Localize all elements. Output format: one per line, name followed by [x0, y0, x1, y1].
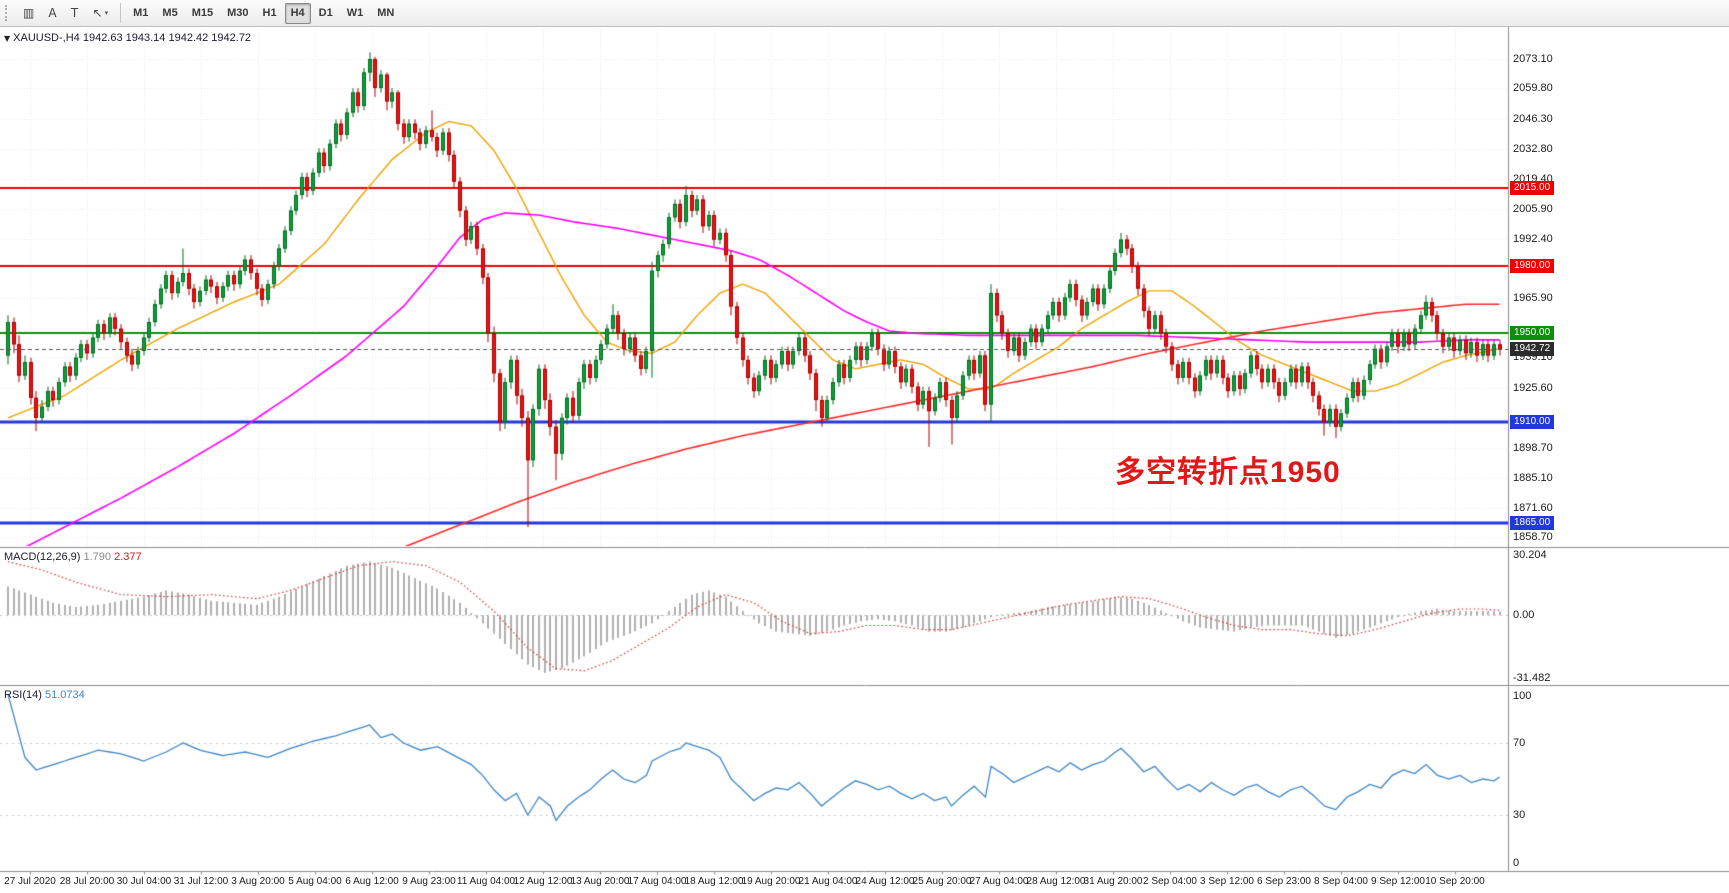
date-label: 28 Jul 20:00	[59, 876, 115, 887]
date-label: 27 Jul 2020	[4, 876, 56, 887]
price-axis-label: 2032.80	[1513, 142, 1553, 155]
tool-button-group: ▥ A T ↖ ▾	[16, 3, 115, 24]
chevron-down-icon: ▾	[104, 9, 109, 17]
macd-axis-label: 0.00	[1513, 609, 1535, 622]
hline-price-tag: 2015.00	[1510, 181, 1555, 196]
date-label: 5 Aug 04:00	[288, 876, 342, 887]
rsi-name: RSI(14)	[4, 689, 42, 701]
chart-region: ▼ XAUUSD-,H4 1942.63 1943.14 1942.42 1942…	[0, 27, 1729, 893]
macd-axis-label: -31.482	[1513, 672, 1551, 684]
bid-price-tag: 1942.72	[1510, 342, 1555, 357]
chart-annotation-text: 多空转折点1950	[1115, 456, 1341, 489]
date-label: 9 Aug 23:00	[402, 876, 456, 887]
symbol-ohlc-label: ▼ XAUUSD-,H4 1942.63 1943.14 1942.42 1942…	[4, 32, 251, 44]
macd-indicator-label: MACD(12,26,9) 1.790 2.377	[4, 551, 142, 563]
price-axis-label: 1925.60	[1513, 381, 1553, 394]
price-axis-label: 2046.30	[1513, 112, 1553, 125]
timeframe-h4-button[interactable]: H4	[284, 2, 311, 24]
date-label: 13 Aug 20:00	[570, 876, 630, 887]
date-label: 2 Sep 04:00	[1143, 876, 1197, 887]
date-label: 19 Aug 20:00	[741, 876, 801, 887]
date-label: 30 Jul 04:00	[116, 876, 172, 887]
date-label: 11 Aug 04:00	[456, 876, 516, 887]
date-label: 8 Sep 04:00	[1314, 876, 1368, 887]
date-label: 3 Aug 20:00	[231, 876, 285, 887]
symbol-ohlc-text: XAUUSD-,H4 1942.63 1943.14 1942.42 1942.…	[13, 32, 252, 44]
date-label: 31 Jul 12:00	[173, 876, 229, 887]
cursor-tools-button[interactable]: ↖ ▾	[87, 3, 115, 24]
toolbar-separator	[120, 3, 122, 23]
price-axis-label: 1858.70	[1513, 530, 1553, 543]
date-label: 31 Aug 20:00	[1083, 876, 1143, 887]
date-label: 21 Aug 04:00	[798, 876, 858, 887]
text-frame-icon: T	[70, 6, 79, 20]
text-label-icon: A	[48, 6, 57, 20]
toolbar-grip[interactable]	[5, 5, 10, 21]
price-axis-label: 1965.90	[1513, 291, 1553, 304]
chart-menu-caret-icon[interactable]: ▼	[4, 34, 11, 43]
rsi-axis-label: 30	[1513, 809, 1526, 821]
date-label: 6 Aug 12:00	[345, 876, 399, 887]
rsi-indicator-label: RSI(14) 51.0734	[4, 689, 85, 701]
text-label-button[interactable]: A	[42, 3, 62, 24]
hline-price-tag: 1950.00	[1510, 326, 1555, 341]
rsi-axis-label: 100	[1513, 690, 1532, 702]
price-axis-label: 2059.80	[1513, 82, 1553, 95]
date-label: 3 Sep 12:00	[1200, 876, 1254, 887]
macd-axis-label: 30.204	[1513, 549, 1547, 561]
price-axis-label: 1885.10	[1513, 471, 1553, 484]
date-label: 28 Aug 12:00	[1026, 876, 1086, 887]
date-label: 18 Aug 12:00	[684, 876, 744, 887]
timeframe-w1-button[interactable]: W1	[341, 3, 370, 24]
rsi-axis-label: 70	[1513, 737, 1526, 749]
price-axis[interactable]: 2073.10 2059.80 2046.30 2032.80 2019.40 2005.…	[1508, 27, 1729, 871]
date-label: 12 Aug 12:00	[513, 876, 573, 887]
cursor-tools-icon: ↖	[92, 6, 103, 20]
price-chart-canvas[interactable]	[0, 27, 1729, 893]
timeframe-m5-button[interactable]: M5	[156, 3, 183, 24]
timeframe-h1-button[interactable]: H1	[257, 3, 283, 24]
date-label: 17 Aug 04:00	[627, 876, 687, 887]
chart-style-icon: ▥	[23, 6, 35, 20]
date-label: 27 Aug 04:00	[969, 876, 1029, 887]
date-label: 9 Sep 12:00	[1371, 876, 1425, 887]
hline-price-tag: 1980.00	[1510, 259, 1555, 274]
timeframe-m30-button[interactable]: M30	[221, 3, 254, 24]
hline-price-tag: 1865.00	[1510, 515, 1555, 530]
timeframe-m1-button[interactable]: M1	[127, 3, 154, 24]
rsi-axis-label: 0	[1513, 857, 1520, 869]
timeframe-m15-button[interactable]: M15	[186, 3, 219, 24]
chart-style-button[interactable]: ▥	[17, 3, 40, 24]
text-frame-button[interactable]: T	[65, 3, 85, 24]
price-axis-label: 2005.90	[1513, 202, 1553, 215]
macd-main-value: 1.790	[83, 551, 112, 563]
price-axis-label: 1898.70	[1513, 441, 1553, 454]
date-label: 6 Sep 23:00	[1257, 876, 1311, 887]
macd-signal-value: 2.377	[114, 551, 142, 563]
top-toolbar: ▥ A T ↖ ▾ M1 M5 M15 M30 H1 H4 D1 W1 MN	[0, 0, 1729, 27]
price-axis-label: 2073.10	[1513, 52, 1553, 65]
date-label: 24 Aug 12:00	[855, 876, 915, 887]
hline-price-tag: 1910.00	[1510, 415, 1555, 430]
timeframe-mn-button[interactable]: MN	[371, 3, 400, 24]
time-axis[interactable]: 27 Jul 2020 28 Jul 20:00 30 Jul 04:00 31 Ju…	[0, 871, 1729, 893]
timeframe-d1-button[interactable]: D1	[313, 3, 339, 24]
macd-name: MACD(12,26,9)	[4, 551, 81, 563]
price-axis-label: 1871.60	[1513, 501, 1553, 514]
date-label: 25 Aug 20:00	[912, 876, 972, 887]
date-label: 10 Sep 20:00	[1425, 876, 1485, 887]
price-axis-label: 1992.40	[1513, 232, 1553, 245]
rsi-value: 51.0734	[44, 689, 85, 701]
timeframe-button-group: M1 M5 M15 M30 H1 H4 D1 W1 MN	[126, 2, 401, 24]
